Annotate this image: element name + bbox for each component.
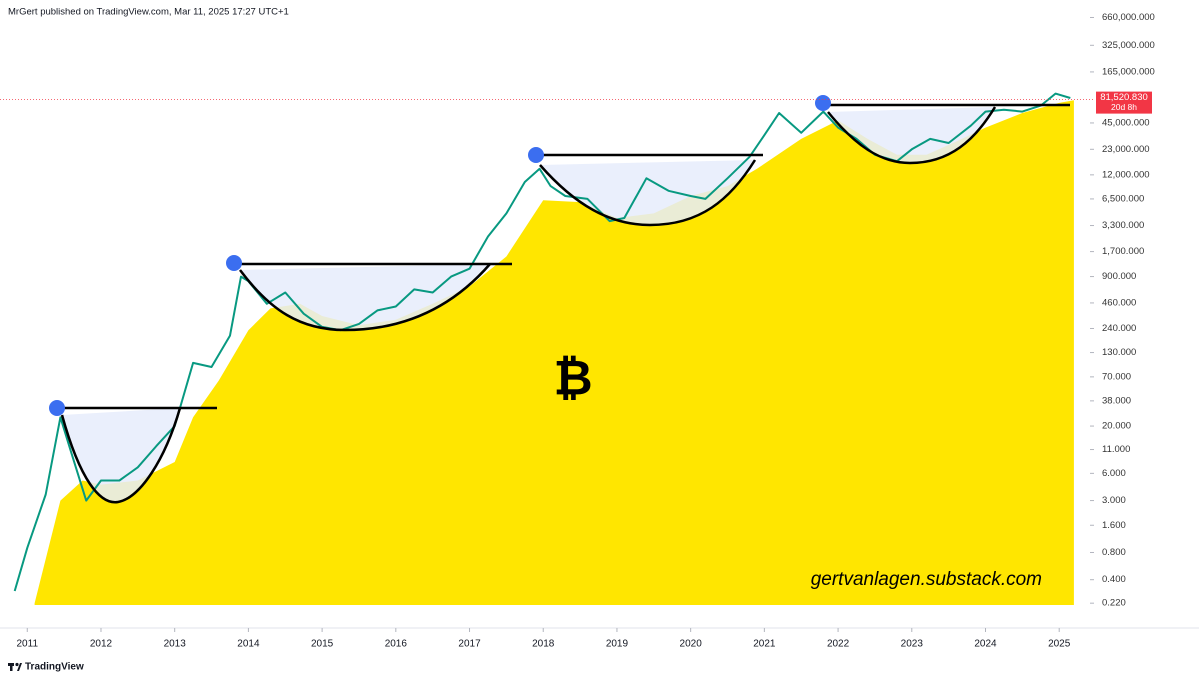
x-tick-label: 2025 <box>1048 639 1071 650</box>
cup-lines <box>57 103 1070 504</box>
logo-part <box>10 663 13 671</box>
y-tick-label: 3,300.000 <box>1102 220 1144 231</box>
y-tick-label: 20.000 <box>1102 421 1131 432</box>
y-tick-label: 1,700.000 <box>1102 246 1144 257</box>
x-tick-label: 2015 <box>311 639 334 650</box>
y-tick-label: 0.220 <box>1102 598 1126 609</box>
y-tick-label: 23,000.000 <box>1102 144 1150 155</box>
tv-logo <box>8 662 22 671</box>
y-tick-label: 900.000 <box>1102 271 1136 282</box>
cup-annotations <box>62 107 995 503</box>
plot-area <box>34 100 1074 606</box>
last-price-box <box>1096 91 1152 114</box>
area <box>34 100 1074 606</box>
y-tick-label: 11.000 <box>1102 444 1130 455</box>
y-tick-label: 0.400 <box>1102 574 1126 585</box>
y-tick-label: 6.000 <box>1102 468 1126 479</box>
y-tick-label: 45,000.000 <box>1102 117 1150 128</box>
countdown: 20d 8h <box>1111 102 1137 112</box>
y-tick-label: 325,000.000 <box>1102 40 1155 51</box>
top-dot <box>528 147 544 163</box>
x-tick-label: 2021 <box>753 639 776 650</box>
y-tick-label: 1.600 <box>1102 520 1126 531</box>
y-tick-label: 240.000 <box>1102 323 1136 334</box>
logo-part <box>15 662 19 667</box>
header: MrGert published on TradingView.com, Mar… <box>8 7 289 18</box>
axes: 0.220 0.400 0.800 1.600 3.000 6.000 11.000 20.0… <box>0 12 1155 650</box>
top-dot <box>49 400 65 416</box>
x-tick-label: 2013 <box>164 639 187 650</box>
x-tick-label: 2019 <box>606 639 629 650</box>
x-tick-label: 2024 <box>974 639 997 650</box>
y-tick-label: 3.000 <box>1102 495 1126 506</box>
cup-curve <box>60 407 182 504</box>
x-tick-label: 2022 <box>827 639 850 650</box>
y-tick-label: 165,000.000 <box>1102 66 1155 77</box>
y-tick-label: 6,500.000 <box>1102 193 1144 204</box>
x-tick-label: 2011 <box>17 639 39 650</box>
cup-fill <box>62 408 180 503</box>
top-dot <box>815 95 831 111</box>
cup-fill <box>540 160 755 225</box>
cup-curve <box>827 106 997 165</box>
x-tick-label: 2020 <box>680 639 703 650</box>
x-tick-label: 2012 <box>90 639 113 650</box>
x-tick-label: 2017 <box>458 639 481 650</box>
y-tick-label: 0.800 <box>1102 547 1126 558</box>
y-tick-label: 130.000 <box>1102 347 1136 358</box>
footer: TradingView <box>25 662 84 673</box>
y-tick-label: 660,000.000 <box>1102 12 1155 23</box>
cup-curve <box>239 263 491 332</box>
cup-curve <box>539 159 757 227</box>
top-dots <box>49 95 831 416</box>
y-tick-label: 70.000 <box>1102 371 1131 382</box>
y-tick-label: 460.000 <box>1102 297 1136 308</box>
last-price-label: 81,520.830 <box>1100 92 1148 103</box>
x-tick-label: 2014 <box>237 639 260 650</box>
y-tick-label: 38.000 <box>1102 395 1131 406</box>
x-tick-label: 2018 <box>532 639 555 650</box>
logo-part <box>17 663 22 671</box>
x-tick-label: 2016 <box>385 639 408 650</box>
x-tick-label: 2023 <box>901 639 924 650</box>
top-dot <box>226 255 242 271</box>
watermark: gertvanlagen.substack.com <box>811 569 1042 590</box>
cup-fill <box>828 107 995 163</box>
y-tick-label: 12,000.000 <box>1102 169 1150 180</box>
bitcoin-symbol: ₿ <box>553 353 592 406</box>
